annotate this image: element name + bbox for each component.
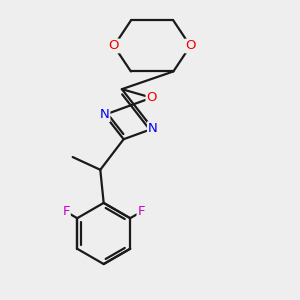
Text: F: F bbox=[137, 205, 145, 218]
Text: N: N bbox=[100, 108, 110, 121]
Text: O: O bbox=[146, 91, 157, 104]
Text: N: N bbox=[148, 122, 158, 135]
Text: O: O bbox=[109, 40, 119, 52]
Text: F: F bbox=[62, 205, 70, 218]
Text: O: O bbox=[185, 40, 196, 52]
